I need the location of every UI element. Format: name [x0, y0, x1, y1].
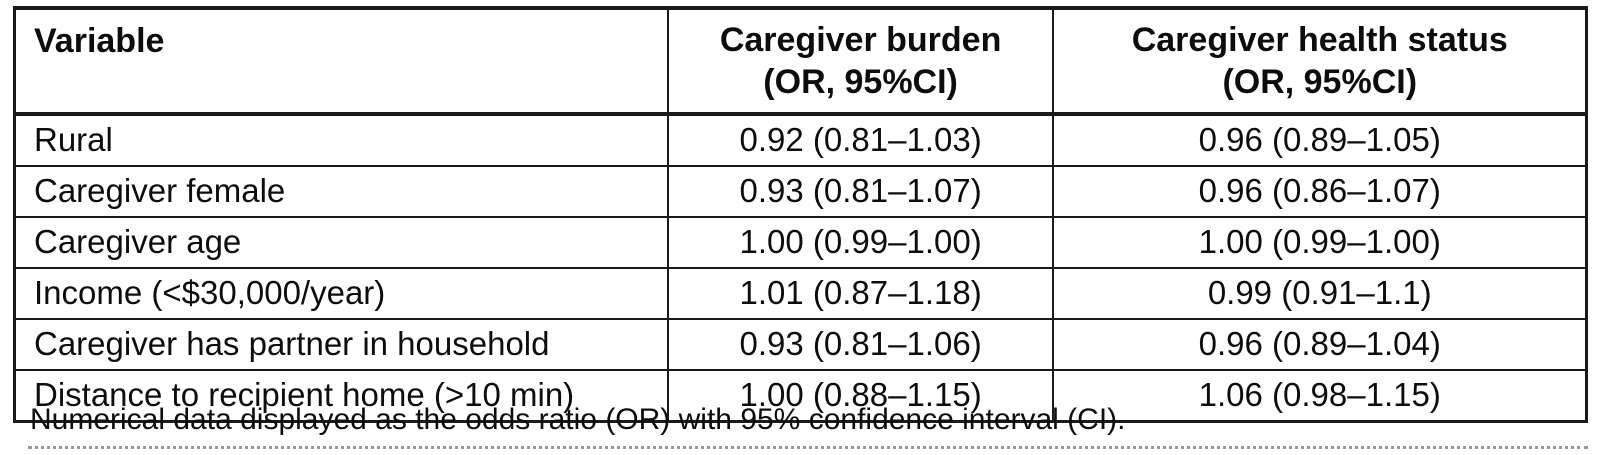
column-header-health-sublabel: (OR, 95%CI) — [1222, 63, 1418, 101]
variable-cell: Caregiver has partner in household — [13, 318, 669, 371]
table-row: Income (<$30,000/year) 1.01 (0.87–1.18) … — [13, 267, 1588, 320]
variable-cell: Rural — [13, 113, 669, 167]
burden-cell: 1.00 (0.88–1.15) — [666, 369, 1055, 423]
header-row: Variable Caregiver burden (OR, 95%CI) Ca… — [13, 7, 1588, 116]
variable-cell: Income (<$30,000/year) — [13, 267, 669, 320]
column-header-caregiver-burden: Caregiver burden (OR, 95%CI) — [666, 7, 1055, 116]
health-cell: 0.96 (0.86–1.07) — [1052, 165, 1588, 218]
health-cell: 0.96 (0.89–1.05) — [1052, 113, 1588, 167]
health-cell: 0.96 (0.89–1.04) — [1052, 318, 1588, 371]
health-cell: 1.06 (0.98–1.15) — [1052, 369, 1588, 423]
burden-cell: 0.92 (0.81–1.03) — [666, 113, 1055, 167]
table-row: Caregiver female 0.93 (0.81–1.07) 0.96 (… — [13, 165, 1588, 218]
burden-cell: 1.01 (0.87–1.18) — [666, 267, 1055, 320]
variable-cell: Distance to recipient home (>10 min) — [13, 369, 669, 423]
variable-cell: Caregiver female — [13, 165, 669, 218]
column-header-variable: Variable — [13, 7, 669, 116]
table-row: Caregiver has partner in household 0.93 … — [13, 318, 1588, 371]
column-header-variable-label: Variable — [34, 22, 165, 60]
scan-artifact-line — [28, 446, 1588, 449]
column-header-burden-sublabel: (OR, 95%CI) — [763, 63, 958, 101]
burden-cell: 0.93 (0.81–1.07) — [666, 165, 1055, 218]
table-body: Rural 0.92 (0.81–1.03) 0.96 (0.89–1.05) … — [13, 113, 1588, 423]
variable-cell: Caregiver age — [13, 216, 669, 269]
health-cell: 0.99 (0.91–1.1) — [1052, 267, 1588, 320]
table-header: Variable Caregiver burden (OR, 95%CI) Ca… — [13, 7, 1588, 116]
table-row: Caregiver age 1.00 (0.99–1.00) 1.00 (0.9… — [13, 216, 1588, 269]
table-row: Rural 0.92 (0.81–1.03) 0.96 (0.89–1.05) — [13, 113, 1588, 167]
burden-cell: 0.93 (0.81–1.06) — [666, 318, 1055, 371]
table-footnote: Numerical data displayed as the odds rat… — [30, 403, 1126, 436]
table-row: Distance to recipient home (>10 min) 1.0… — [13, 369, 1588, 423]
column-header-health-label: Caregiver health status — [1131, 20, 1508, 59]
odds-ratio-results-table: Variable Caregiver burden (OR, 95%CI) Ca… — [13, 6, 1588, 423]
health-cell: 1.00 (0.99–1.00) — [1052, 216, 1588, 269]
burden-cell: 1.00 (0.99–1.00) — [666, 216, 1055, 269]
column-header-caregiver-health-status: Caregiver health status (OR, 95%CI) — [1052, 7, 1588, 116]
column-header-burden-label: Caregiver burden — [719, 20, 1002, 59]
